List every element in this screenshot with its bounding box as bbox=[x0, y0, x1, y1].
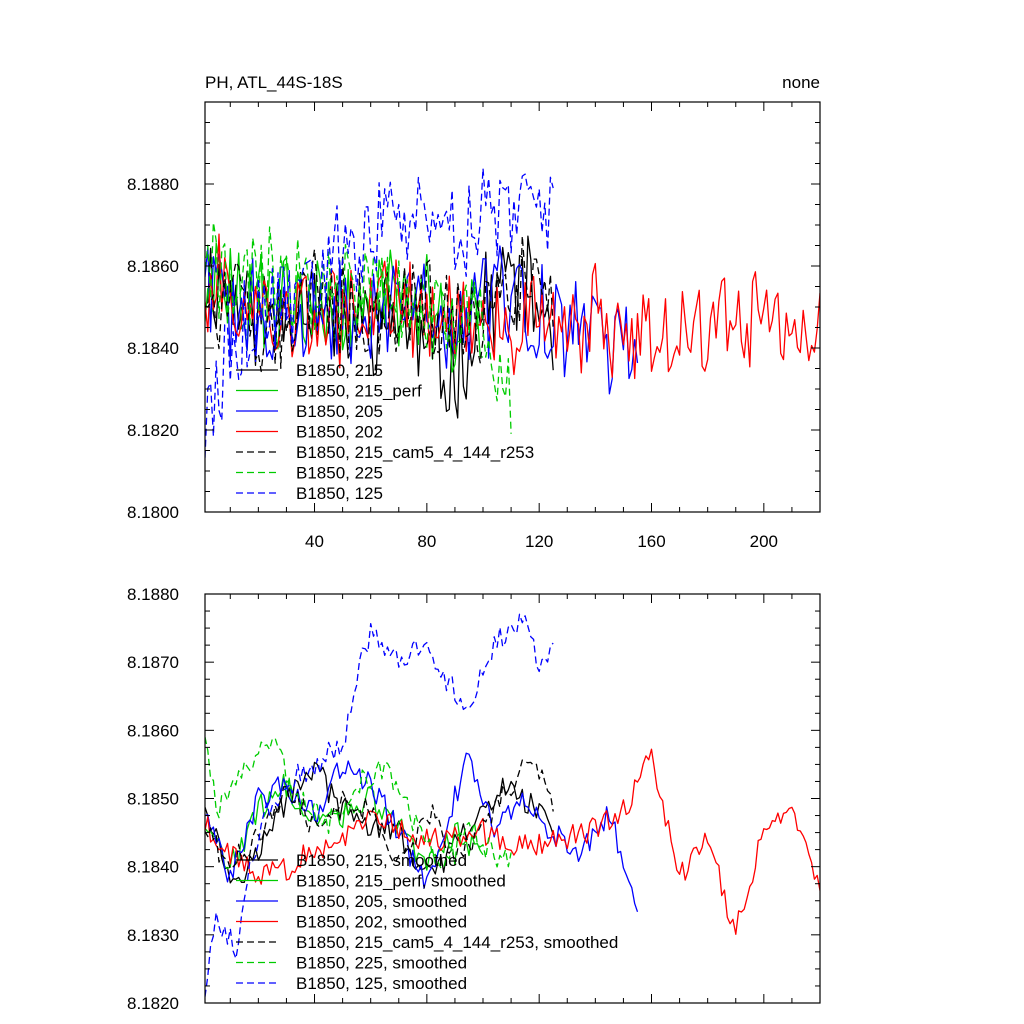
y-tick-label: 8.1860 bbox=[127, 721, 179, 740]
x-tick-label: 80 bbox=[417, 532, 436, 551]
legend-label: B1850, 215_perf, smoothed bbox=[296, 872, 506, 891]
x-tick-label: 40 bbox=[305, 532, 324, 551]
chart-panel-1: 40 80 120 160 200 8.1800 8.1820 8.1840 8.1860 8.1… bbox=[127, 73, 821, 551]
x-tick-label: 160 bbox=[637, 532, 665, 551]
y-tick-label: 8.1880 bbox=[127, 585, 179, 604]
y-tick-label: 8.1850 bbox=[127, 790, 179, 809]
y-tick-label: 8.1860 bbox=[127, 257, 179, 276]
y-tick-label: 8.1830 bbox=[127, 926, 179, 945]
legend-label: B1850, 215_cam5_4_144_r253, smoothed bbox=[296, 933, 618, 952]
y-tick-label: 8.1870 bbox=[127, 653, 179, 672]
series-group bbox=[205, 613, 820, 997]
chart-title-right: none bbox=[782, 73, 820, 92]
legend-label: B1850, 125 bbox=[296, 484, 383, 503]
x-tick-label: 120 bbox=[525, 532, 553, 551]
y-tick-label: 8.1840 bbox=[127, 339, 179, 358]
legend-label: B1850, 205 bbox=[296, 402, 383, 421]
y-tick-label: 8.1820 bbox=[127, 421, 179, 440]
series-line-4 bbox=[205, 748, 820, 935]
legend-label: B1850, 215_cam5_4_144_r253 bbox=[296, 443, 534, 462]
y-tick-label: 8.1880 bbox=[127, 175, 179, 194]
series-line-7 bbox=[205, 613, 554, 997]
legend-label: B1850, 215, smoothed bbox=[296, 851, 467, 870]
legend-label: B1850, 225, smoothed bbox=[296, 954, 467, 973]
legend-label: B1850, 202, smoothed bbox=[296, 913, 467, 932]
series-line-6 bbox=[205, 736, 512, 869]
y-tick-label: 8.1840 bbox=[127, 858, 179, 877]
legend-label: B1850, 125, smoothed bbox=[296, 974, 467, 993]
y-tick-label: 8.1800 bbox=[127, 503, 179, 522]
legend-label: B1850, 225 bbox=[296, 464, 383, 483]
series-line-5 bbox=[205, 235, 554, 373]
chart-panel-2: 8.1820 8.1830 8.1840 8.1850 8.1860 8.1870 8.18… bbox=[127, 585, 821, 1013]
legend-label: B1850, 202 bbox=[296, 423, 383, 442]
series-line-6 bbox=[205, 221, 512, 434]
legend-label: B1850, 205, smoothed bbox=[296, 892, 467, 911]
series-line-7 bbox=[205, 167, 554, 458]
series-line-5 bbox=[205, 759, 554, 870]
series-line-4 bbox=[205, 233, 820, 380]
x-tick-label: 200 bbox=[750, 532, 778, 551]
legend: B1850, 215, smoothed B1850, 215_perf, smo… bbox=[236, 851, 618, 993]
series-group bbox=[205, 167, 820, 458]
legend-label: B1850, 215 bbox=[296, 361, 383, 380]
chart-title: PH, ATL_44S-18S bbox=[205, 73, 343, 92]
y-tick-label: 8.1820 bbox=[127, 994, 179, 1013]
legend-label: B1850, 215_perf bbox=[296, 382, 422, 401]
